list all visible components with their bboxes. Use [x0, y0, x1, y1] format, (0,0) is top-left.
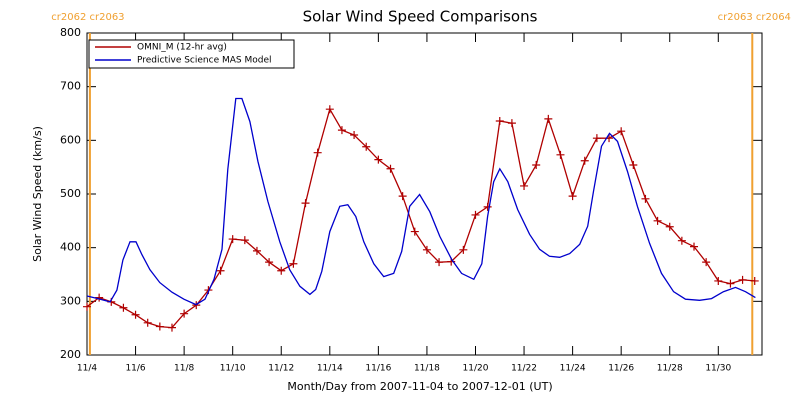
series-line — [86, 97, 756, 306]
x-tick-label: 11/20 — [463, 364, 489, 374]
x-tick-label: 11/10 — [220, 364, 246, 374]
y-tick-label: 400 — [60, 241, 81, 254]
plus-marker — [422, 245, 431, 254]
plus-marker — [216, 266, 225, 275]
plus-marker — [240, 236, 249, 245]
rotation-label: cr2063 cr2064 — [718, 12, 791, 23]
plus-marker — [228, 235, 237, 244]
x-tick-label: 11/30 — [705, 364, 731, 374]
y-axis-label: Solar Wind Speed (km/s) — [31, 126, 44, 262]
x-tick-label: 11/18 — [414, 364, 440, 374]
plus-marker — [483, 202, 492, 211]
x-tick-label: 11/22 — [511, 364, 537, 374]
x-tick-label: 11/14 — [317, 364, 343, 374]
plus-marker — [677, 236, 686, 245]
plus-marker — [83, 302, 91, 311]
plus-marker — [143, 318, 152, 327]
plus-marker — [617, 127, 626, 136]
plot-frame — [86, 32, 763, 356]
plus-marker — [398, 192, 407, 201]
plus-marker — [386, 164, 395, 173]
y-tick-label: 600 — [60, 133, 81, 146]
plus-marker — [265, 258, 274, 267]
plus-marker — [180, 309, 189, 318]
plus-marker — [580, 156, 589, 165]
plus-marker — [410, 227, 419, 236]
plus-marker — [520, 181, 529, 190]
x-tick-label: 11/4 — [77, 364, 97, 374]
rotation-label: cr2062 cr2063 — [51, 12, 124, 23]
plus-marker — [277, 266, 286, 275]
series-line — [86, 107, 755, 329]
x-tick-label: 11/6 — [125, 364, 145, 374]
plus-marker — [95, 293, 104, 302]
x-axis-label: Month/Day from 2007-11-04 to 2007-12-01 … — [287, 380, 552, 393]
plus-marker — [702, 258, 711, 267]
legend-box — [88, 39, 295, 69]
plus-marker — [374, 155, 383, 164]
plus-marker — [532, 161, 541, 170]
y-tick-label: 200 — [60, 348, 81, 361]
plus-marker — [750, 276, 759, 285]
x-tick-label: 11/16 — [365, 364, 391, 374]
plus-marker — [435, 258, 444, 267]
plus-marker — [155, 322, 164, 331]
x-tick-label: 11/26 — [608, 364, 634, 374]
x-tick-label: 11/24 — [560, 364, 586, 374]
plus-marker — [690, 242, 699, 251]
plus-marker — [167, 323, 176, 332]
plus-marker — [313, 148, 322, 157]
plus-marker — [337, 126, 346, 135]
y-tick-label: 700 — [60, 80, 81, 93]
x-tick-label: 11/12 — [268, 364, 294, 374]
plus-marker — [568, 192, 577, 201]
plus-marker — [459, 245, 468, 254]
plus-marker — [119, 303, 128, 312]
plus-marker — [714, 276, 723, 285]
plus-marker — [641, 194, 650, 203]
plus-marker — [131, 310, 140, 319]
plus-marker — [362, 142, 371, 151]
x-tick-label: 11/28 — [657, 364, 683, 374]
plus-marker — [544, 114, 553, 123]
chart-title: Solar Wind Speed Comparisons — [303, 8, 538, 26]
plus-marker — [350, 130, 359, 139]
x-tick-label: 11/8 — [174, 364, 194, 374]
y-tick-label: 500 — [60, 187, 81, 200]
plus-marker — [507, 119, 516, 128]
plus-marker — [471, 210, 480, 219]
plus-marker — [592, 134, 601, 143]
plus-marker — [629, 161, 638, 170]
plus-marker — [325, 105, 334, 114]
plus-marker — [556, 150, 565, 159]
plus-marker — [665, 222, 674, 231]
plus-marker — [738, 275, 747, 284]
y-tick-label: 300 — [60, 294, 81, 307]
legend-label: Predictive Science MAS Model — [137, 56, 272, 66]
y-tick-label: 800 — [60, 26, 81, 39]
plus-marker — [301, 199, 310, 208]
legend-label: OMNI_M (12-hr avg) — [137, 43, 227, 53]
plus-marker — [653, 216, 662, 225]
plus-marker — [726, 279, 735, 288]
plus-marker — [252, 246, 261, 255]
plus-marker — [495, 117, 504, 126]
plus-marker — [289, 259, 298, 268]
